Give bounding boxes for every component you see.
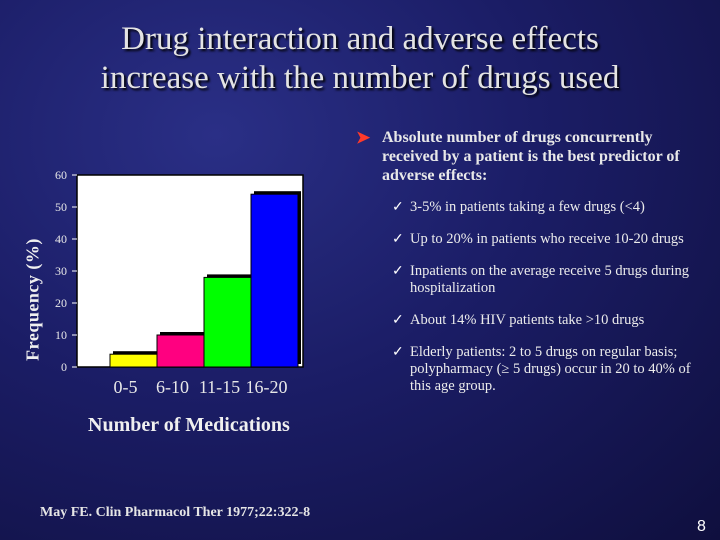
x-tick-label: 16-20 [246, 377, 288, 397]
sub-bullet-text: Up to 20% in patients who receive 10-20 … [410, 231, 684, 247]
sub-bullet: ✓ About 14% HIV patients take >10 drugs [392, 312, 706, 329]
sub-bullet-text: Elderly patients: 2 to 5 drugs on regula… [410, 344, 691, 394]
bar [203, 276, 252, 368]
title-line-1: Drug interaction and adverse effects [121, 21, 599, 57]
y-tick-label: 50 [55, 200, 67, 214]
x-tick-label: 0-5 [114, 377, 138, 397]
bar [109, 353, 158, 368]
y-tick-label: 0 [61, 360, 67, 374]
slide-title: Drug interaction and adverse effects inc… [20, 20, 700, 98]
y-tick-label: 20 [55, 296, 67, 310]
page-number: 8 [697, 518, 706, 535]
x-axis-label: Number of Medications [88, 414, 290, 436]
sub-bullet: ✓ Up to 20% in patients who receive 10-2… [392, 231, 706, 248]
sub-bullet: ✓ 3-5% in patients taking a few drugs (<… [392, 199, 706, 216]
bar [156, 334, 205, 368]
sub-bullet-text: About 14% HIV patients take >10 drugs [410, 312, 645, 328]
main-bullet: ➤ Absolute number of drugs concurrently … [356, 128, 706, 185]
checkmark-icon: ✓ [392, 264, 404, 279]
sub-bullet: ✓ Inpatients on the average receive 5 dr… [392, 263, 706, 297]
checkmark-icon: ✓ [392, 345, 404, 360]
y-tick-label: 60 [55, 168, 67, 182]
bar-chart: 0 10 20 30 40 50 60 0-5 6-10 11-15 16-20 [55, 168, 304, 397]
title-line-2: increase with the number of drugs used [100, 60, 620, 96]
sub-bullet-list: ✓ 3-5% in patients taking a few drugs (<… [356, 199, 706, 395]
arrow-bullet-icon: ➤ [356, 128, 371, 147]
sub-bullet-text: Inpatients on the average receive 5 drug… [410, 263, 690, 296]
checkmark-icon: ✓ [392, 232, 404, 247]
y-tick-label: 10 [55, 328, 67, 342]
bullet-list: ➤ Absolute number of drugs concurrently … [356, 128, 706, 410]
bar [250, 193, 299, 368]
y-tick-label: 40 [55, 232, 67, 246]
y-tick-label: 30 [55, 264, 67, 278]
checkmark-icon: ✓ [392, 313, 404, 328]
checkmark-icon: ✓ [392, 200, 404, 215]
x-tick-label: 11-15 [199, 377, 240, 397]
sub-bullet: ✓ Elderly patients: 2 to 5 drugs on regu… [392, 344, 706, 395]
main-bullet-text: Absolute number of drugs concurrently re… [382, 129, 680, 184]
sub-bullet-text: 3-5% in patients taking a few drugs (<4) [410, 199, 645, 215]
x-tick-label: 6-10 [156, 377, 189, 397]
citation: May FE. Clin Pharmacol Ther 1977;22:322-… [40, 505, 311, 520]
